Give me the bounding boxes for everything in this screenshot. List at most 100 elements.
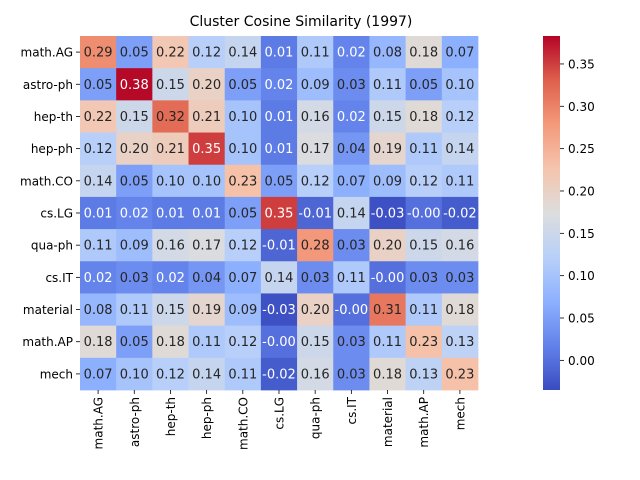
heatmap-cell	[333, 325, 370, 359]
row-tick-label: math.AG	[21, 46, 73, 60]
cell-value-label: 0.09	[373, 174, 402, 189]
heatmap-cell	[188, 100, 226, 133]
cell-value-label: 0.12	[228, 335, 257, 350]
heatmap-cell	[152, 293, 189, 327]
heatmap-cell	[333, 164, 370, 198]
cell-value-label: 0.18	[156, 335, 185, 350]
row-tick-labels: math.AG astro-ph hep-th hep-ph math.CO cs.LG q…	[20, 46, 80, 381]
cell-value-label: 0.01	[265, 142, 294, 157]
heatmap-cell	[224, 164, 262, 198]
heatmap-cell	[80, 261, 117, 294]
cell-value-label: 0.20	[120, 142, 149, 157]
heatmap-cell	[405, 100, 443, 133]
cell-value-label: 0.02	[337, 46, 366, 61]
heatmap-cell	[80, 100, 117, 133]
cell-value-label: 0.10	[120, 367, 149, 382]
heatmap-cell	[297, 357, 334, 391]
heatmap-cell	[441, 325, 479, 359]
column-tick-label: cs.LG	[272, 397, 286, 430]
cell-value-label: 0.02	[120, 206, 149, 221]
heatmap-cell	[260, 229, 298, 262]
cell-value-label: 0.32	[156, 110, 185, 125]
column-tick-label: mech	[453, 397, 467, 430]
heatmap-cell	[224, 325, 262, 359]
cell-value-label: 0.09	[301, 78, 330, 93]
cell-value-label: 0.03	[337, 335, 366, 350]
cell-value-label: 0.19	[373, 142, 402, 157]
row-tick-label: material	[23, 303, 73, 317]
heatmap-cell	[333, 357, 370, 391]
heatmap-cell	[152, 325, 189, 359]
cell-value-label: 0.12	[301, 174, 330, 189]
heatmap-cell	[297, 68, 334, 101]
heatmap-cell	[260, 293, 298, 327]
cell-value-label: 0.02	[84, 271, 113, 286]
heatmap-cell	[405, 261, 443, 294]
heatmap-cell	[152, 164, 189, 198]
heatmap-cell	[224, 36, 262, 69]
heatmap-cell	[369, 357, 407, 391]
heatmap-cell	[152, 132, 189, 166]
heatmap-cell	[260, 261, 298, 294]
cell-value-label: 0.03	[120, 271, 149, 286]
cell-value-label: 0.18	[84, 335, 113, 350]
heatmap-cell	[405, 325, 443, 359]
heatmap-cell	[333, 36, 370, 69]
heatmap-cell	[188, 325, 226, 359]
heatmap-cell	[333, 68, 370, 101]
cell-value-label: 0.16	[301, 110, 330, 125]
cell-value-label: 0.01	[156, 206, 185, 221]
cell-value-label: 0.15	[156, 303, 185, 318]
cell-value-label: 0.05	[120, 335, 149, 350]
heatmap-cell	[333, 196, 370, 230]
cell-value-label: 0.09	[120, 239, 149, 254]
cell-value-label: -0.03	[262, 303, 296, 318]
heatmap-cell	[441, 229, 479, 262]
row-tick-label: hep-ph	[31, 142, 73, 156]
heatmap-cell	[224, 261, 262, 294]
cell-value-label: 0.09	[228, 303, 257, 318]
cell-value-label: 0.19	[192, 303, 221, 318]
cell-value-label: 0.23	[409, 335, 438, 350]
heatmap-cell	[297, 100, 334, 133]
cell-value-label: 0.07	[84, 367, 113, 382]
heatmap-cell	[441, 100, 479, 133]
cell-value-label: 0.21	[156, 142, 185, 157]
heatmap-cell	[405, 68, 443, 101]
cell-value-label: 0.07	[228, 271, 257, 286]
cell-value-label: 0.20	[301, 303, 330, 318]
cell-value-label: 0.35	[192, 142, 221, 157]
cell-value-label: -0.01	[262, 239, 296, 254]
cell-value-label: 0.10	[192, 174, 221, 189]
cell-value-label: 0.02	[337, 110, 366, 125]
row-tick-label: mech	[40, 367, 73, 381]
cell-value-label: 0.11	[228, 367, 257, 382]
heatmap-cell	[152, 100, 189, 133]
heatmap-cell	[260, 325, 298, 359]
heatmap-cell	[80, 357, 117, 391]
cell-value-label: 0.11	[120, 303, 149, 318]
heatmap-cell	[116, 132, 153, 166]
cell-value-label: 0.14	[228, 46, 257, 61]
heatmap-cell	[333, 293, 370, 327]
heatmap-cell	[188, 261, 226, 294]
colorbar-tick-label: 0.35	[568, 57, 595, 71]
colorbar: 0.00 0.05 0.10 0.15 0.20 0.25 0.30 0.35	[543, 36, 595, 390]
row-tick-label: math.AP	[22, 335, 73, 349]
heatmap-cell	[152, 68, 189, 101]
row-tick-label: cs.IT	[45, 271, 73, 285]
heatmap-cell	[116, 164, 153, 198]
heatmap-cell	[369, 132, 407, 166]
cell-value-label: -0.00	[371, 271, 405, 286]
column-tick-label: cs.IT	[345, 396, 359, 424]
column-tick-label: math.CO	[236, 397, 250, 450]
heatmap-cell	[152, 229, 189, 262]
heatmap-cell	[369, 261, 407, 294]
heatmap-cell	[188, 36, 226, 69]
heatmap-cell	[441, 68, 479, 101]
cell-value-label: 0.01	[265, 46, 294, 61]
heatmap-cell	[297, 261, 334, 294]
cell-value-label: 0.10	[228, 110, 257, 125]
cell-value-label: 0.14	[265, 271, 294, 286]
heatmap-cell	[260, 36, 298, 69]
